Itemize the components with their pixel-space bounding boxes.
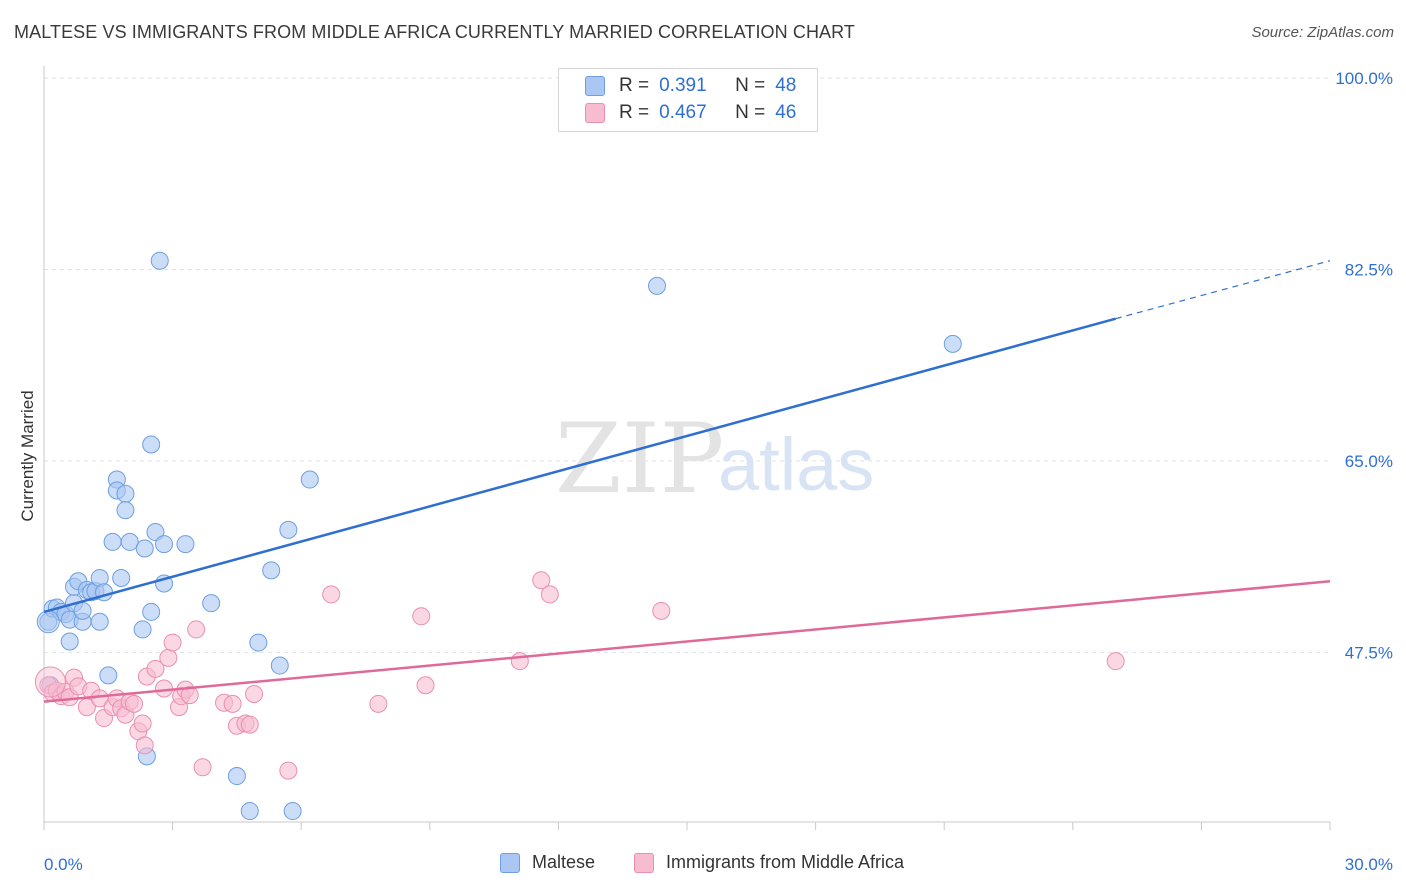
maltese-point <box>133 620 152 639</box>
y-tick-label: 100.0% <box>1335 69 1393 88</box>
maltese-trend-extension <box>1115 260 1331 320</box>
legend-n-value: 46 <box>775 102 797 123</box>
maltese-point <box>142 602 161 621</box>
legend-n-label: N = <box>735 102 766 123</box>
middle-africa-trend-line <box>43 580 1331 703</box>
maltese-point <box>150 251 169 270</box>
legend-r-label: R = <box>619 75 650 96</box>
middle-africa-point <box>125 694 144 713</box>
maltese-point <box>227 767 246 786</box>
chart-title: MALTESE VS IMMIGRANTS FROM MIDDLE AFRICA… <box>14 22 856 42</box>
middle-africa-point <box>540 585 559 604</box>
legend-r-value: 0.467 <box>659 102 707 123</box>
middle-africa-point <box>180 686 199 705</box>
middle-africa-point <box>187 620 206 639</box>
source-label: Source: ZipAtlas.com <box>1251 24 1394 41</box>
maltese-trend-line <box>43 317 1116 614</box>
legend-swatch-maltese <box>500 852 520 873</box>
middle-africa-point <box>34 666 66 698</box>
correlation-legend: R = 0.391 N = 48 R = 0.467 N = 46 <box>558 68 818 132</box>
legend-swatch-middle-africa <box>585 103 605 123</box>
legend-row-maltese: R = 0.391 N = 48 <box>585 73 796 99</box>
middle-africa-point <box>1106 652 1125 671</box>
maltese-point <box>90 612 109 631</box>
middle-africa-point <box>369 694 388 713</box>
middle-africa-point <box>322 585 341 604</box>
maltese-point <box>155 535 174 554</box>
legend-swatch-middle-africa <box>634 852 654 873</box>
middle-africa-series <box>39 571 1125 780</box>
legend-n-label: N = <box>735 75 766 96</box>
middle-africa-point <box>240 715 259 734</box>
maltese-point <box>262 561 281 580</box>
middle-africa-point <box>135 736 154 755</box>
maltese-point <box>249 633 268 652</box>
middle-africa-point <box>155 679 174 698</box>
series-legend: Maltese Immigrants from Middle Africa <box>0 852 1406 876</box>
legend-label-maltese: Maltese <box>532 852 596 872</box>
middle-africa-point <box>245 684 264 703</box>
maltese-point <box>202 594 221 613</box>
middle-africa-point <box>223 694 242 713</box>
legend-r-label: R = <box>619 102 650 123</box>
maltese-point <box>142 435 161 454</box>
maltese-point <box>240 802 259 821</box>
legend-item-middle-africa: Immigrants from Middle Africa <box>634 852 904 873</box>
y-tick-label: 65.0% <box>1345 452 1393 471</box>
y-tick-label: 47.5% <box>1345 643 1393 662</box>
legend-swatch-maltese <box>585 76 605 96</box>
maltese-point <box>112 569 131 588</box>
y-tick-label: 82.5% <box>1345 260 1393 279</box>
middle-africa-point <box>159 648 178 667</box>
middle-africa-point <box>146 659 165 678</box>
middle-africa-point <box>510 652 529 671</box>
middle-africa-point <box>279 761 298 780</box>
maltese-point <box>176 535 195 554</box>
legend-r-value: 0.391 <box>659 75 707 96</box>
maltese-point <box>60 632 79 651</box>
maltese-point <box>103 532 122 551</box>
legend-item-maltese: Maltese <box>500 852 595 873</box>
middle-africa-point <box>532 571 551 590</box>
legend-label-middle-africa: Immigrants from Middle Africa <box>666 852 905 872</box>
maltese-point <box>647 276 666 295</box>
maltese-point <box>279 520 298 539</box>
watermark-atlas: atlas <box>718 423 874 506</box>
middle-africa-point <box>133 714 152 733</box>
maltese-point <box>300 470 319 489</box>
middle-africa-point <box>193 758 212 777</box>
maltese-point <box>36 610 60 634</box>
middle-africa-point <box>652 601 671 620</box>
maltese-point <box>120 532 139 551</box>
maltese-point <box>99 666 118 685</box>
x-tick-label: 30.0% <box>1345 855 1393 874</box>
watermark-zip: ZIP <box>555 403 724 515</box>
middle-africa-point <box>412 607 431 626</box>
maltese-point <box>270 656 289 675</box>
maltese-series <box>39 251 962 821</box>
maltese-point <box>116 501 135 520</box>
middle-africa-point <box>416 676 435 695</box>
maltese-point <box>283 802 302 821</box>
legend-row-middle-africa: R = 0.467 N = 46 <box>585 100 796 126</box>
maltese-point <box>135 539 154 558</box>
x-tick-label: 0.0% <box>44 855 83 874</box>
maltese-point <box>943 334 962 353</box>
middle-africa-point <box>163 633 182 652</box>
legend-n-value: 48 <box>775 75 797 96</box>
maltese-point <box>116 484 135 503</box>
maltese-point <box>73 601 92 620</box>
